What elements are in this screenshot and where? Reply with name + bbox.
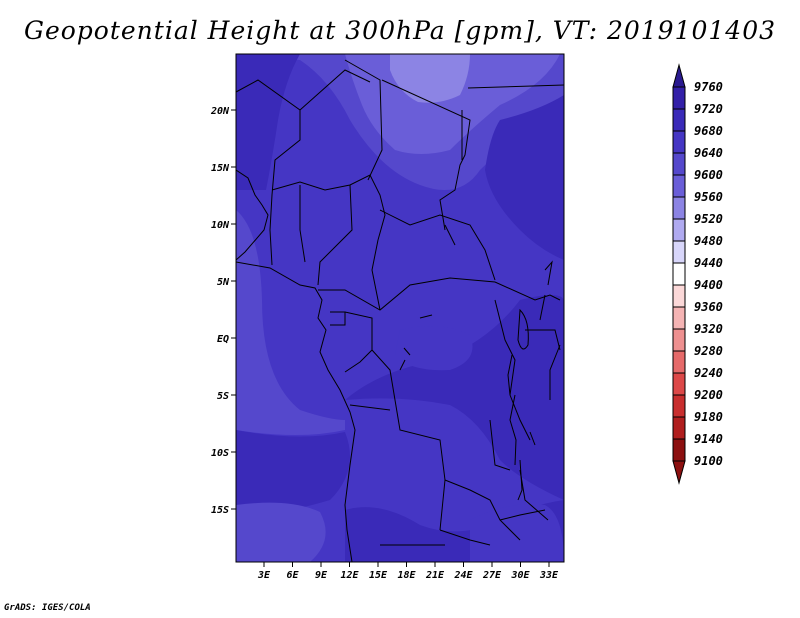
lon-label: 15E bbox=[369, 570, 388, 581]
lat-label: 5S bbox=[217, 391, 229, 402]
colorbar-segment bbox=[672, 438, 686, 462]
band-9640-southeast bbox=[470, 504, 564, 562]
colorbar-label: 9440 bbox=[694, 256, 723, 270]
grads-credit: GrADS: IGES/COLA bbox=[4, 603, 91, 613]
lat-label: 5N bbox=[217, 277, 230, 288]
band-9680-central bbox=[345, 295, 564, 500]
colorbar-label: 9140 bbox=[694, 432, 723, 446]
band-9680-southwest bbox=[236, 430, 350, 520]
band-9640-lake bbox=[395, 326, 473, 371]
band-9680-northwest bbox=[236, 54, 300, 190]
colorbar-label: 9320 bbox=[694, 322, 723, 336]
colorbar-segment bbox=[672, 240, 686, 264]
colorbar-segment bbox=[672, 416, 686, 440]
lat-label: 10N bbox=[211, 220, 230, 231]
colorbar-label: 9180 bbox=[694, 410, 723, 424]
latitude-axis: 20N 15N 10N 5N EQ 5S 10S 15S bbox=[210, 106, 236, 516]
colorbar-label: 9480 bbox=[694, 234, 723, 248]
colorbar-segment bbox=[672, 196, 686, 220]
lat-label: 10S bbox=[211, 448, 229, 459]
colorbar-label: 9280 bbox=[694, 344, 723, 358]
lat-label: 15S bbox=[211, 505, 229, 516]
colorbar-label: 9680 bbox=[694, 124, 723, 138]
colorbar-segment bbox=[672, 86, 686, 110]
colorbar-segment bbox=[672, 284, 686, 308]
lon-label: 18E bbox=[397, 570, 416, 581]
colorbar-label: 9520 bbox=[694, 212, 723, 226]
band-9600-west bbox=[236, 210, 345, 435]
colorbar-segment bbox=[672, 372, 686, 396]
colorbar-label: 9400 bbox=[694, 278, 723, 292]
band-9680-east bbox=[485, 95, 564, 260]
colorbar-bottom-triangle bbox=[672, 460, 686, 485]
lon-label: 9E bbox=[315, 570, 328, 581]
colorbar-top-triangle bbox=[672, 63, 686, 88]
lon-label: 30E bbox=[510, 570, 530, 581]
lon-label: 3E bbox=[257, 570, 271, 581]
colorbar-segment bbox=[672, 130, 686, 154]
lat-label: 15N bbox=[211, 163, 230, 174]
lon-label: 6E bbox=[286, 570, 299, 581]
colorbar-segment bbox=[672, 394, 686, 418]
colorbar-segment bbox=[672, 174, 686, 198]
colorbar: 9760 9720 9680 9640 9600 9560 9520 9480 9440 9400… bbox=[672, 63, 723, 485]
lon-label: 24E bbox=[453, 570, 473, 581]
colorbar-label: 9560 bbox=[694, 190, 723, 204]
colorbar-label: 9640 bbox=[694, 146, 723, 160]
lon-label: 12E bbox=[340, 570, 359, 581]
chart-title: Geopotential Height at 300hPa [gpm], VT:… bbox=[23, 16, 777, 45]
lon-label: 27E bbox=[482, 570, 502, 581]
lon-label: 21E bbox=[425, 570, 445, 581]
colorbar-segment bbox=[672, 306, 686, 330]
colorbar-label: 9760 bbox=[694, 80, 723, 94]
colorbar-label: 9360 bbox=[694, 300, 723, 314]
colorbar-label: 9100 bbox=[694, 454, 723, 468]
map-frame bbox=[235, 53, 565, 563]
colorbar-segment bbox=[672, 262, 686, 286]
lat-label: 20N bbox=[210, 106, 230, 117]
contour-fill bbox=[236, 54, 564, 562]
country-borders bbox=[236, 59, 564, 562]
longitude-axis: 3E 6E 9E 12E 15E 18E 21E 24E 27E 30E 33E bbox=[257, 562, 559, 581]
colorbar-segment bbox=[672, 152, 686, 176]
colorbar-segment bbox=[672, 218, 686, 242]
colorbar-segment bbox=[672, 350, 686, 374]
lat-label: EQ bbox=[217, 334, 229, 345]
band-9520-north bbox=[390, 54, 470, 103]
colorbar-label: 9240 bbox=[694, 366, 723, 380]
colorbar-label: 9720 bbox=[694, 102, 723, 116]
band-9600-southwest bbox=[236, 502, 326, 562]
colorbar-segment bbox=[672, 108, 686, 132]
colorbar-label: 9200 bbox=[694, 388, 723, 402]
lon-label: 33E bbox=[539, 570, 559, 581]
colorbar-label: 9600 bbox=[694, 168, 723, 182]
colorbar-segment bbox=[672, 328, 686, 352]
